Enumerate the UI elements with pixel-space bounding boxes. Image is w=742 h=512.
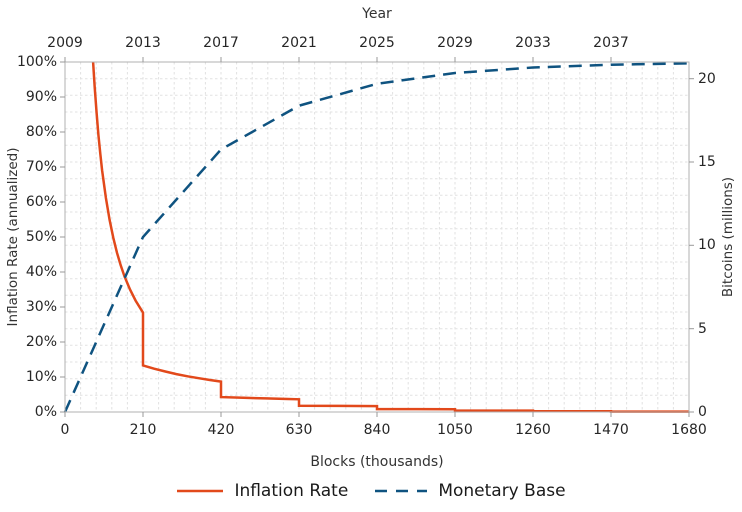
x-tick-label: 210 <box>129 422 157 438</box>
top-year-label: 2033 <box>515 35 551 51</box>
top-year-label: 2013 <box>125 35 161 51</box>
legend-label-monetary-base: Monetary Base <box>438 481 566 501</box>
y-left-tick-label: 40% <box>25 264 57 280</box>
monetary-base-line-sample <box>375 489 428 493</box>
legend-label-inflation-rate: Inflation Rate <box>234 481 349 501</box>
legend-item-inflation-rate: Inflation Rate <box>176 481 348 501</box>
y-left-tick-label: 50% <box>25 229 57 245</box>
y-right-tick-label: 15 <box>698 154 716 170</box>
x-tick-label: 1470 <box>593 422 629 438</box>
top-axis-title: Year <box>362 6 392 22</box>
top-year-label: 2029 <box>437 35 473 51</box>
top-year-label: 2025 <box>359 35 395 51</box>
y-right-tick-label: 5 <box>698 320 707 337</box>
y-left-tick-label: 60% <box>25 194 57 210</box>
x-axis-title: Blocks (thousands) <box>310 454 444 470</box>
top-year-label: 2017 <box>203 35 239 51</box>
inflation-rate-line <box>91 61 689 413</box>
y-left-tick-label: 20% <box>25 334 57 350</box>
x-tick-label: 1050 <box>437 422 473 438</box>
y-right-tick-label: 0 <box>698 404 707 420</box>
y-left-tick-label: 0% <box>34 404 57 420</box>
inflation-rate-line-sample <box>177 489 224 493</box>
x-tick-label: 1260 <box>515 422 551 438</box>
top-year-label: 2009 <box>47 35 83 51</box>
x-tick-label: 840 <box>363 422 391 438</box>
y-left-tick-label: 70% <box>25 159 57 175</box>
y-right-tick-label: 20 <box>698 70 716 87</box>
x-tick-label: 630 <box>285 422 313 438</box>
y-left-tick-label: 100% <box>16 54 57 70</box>
legend: Inflation Rate Monetary Base <box>0 481 742 501</box>
y-left-tick-label: 80% <box>25 124 57 140</box>
legend-item-monetary-base: Monetary Base <box>374 481 566 501</box>
x-tick-label: 1680 <box>671 422 707 438</box>
y-right-tick-label: 10 <box>698 237 716 254</box>
y-left-tick-label: 30% <box>25 299 57 315</box>
y-left-tick-label: 90% <box>25 89 57 105</box>
x-tick-label: 0 <box>60 422 70 438</box>
top-year-label: 2021 <box>281 35 317 51</box>
y-left-tick-label: 10% <box>25 369 57 385</box>
top-year-label: 2037 <box>593 35 629 51</box>
x-tick-label: 420 <box>207 422 235 438</box>
